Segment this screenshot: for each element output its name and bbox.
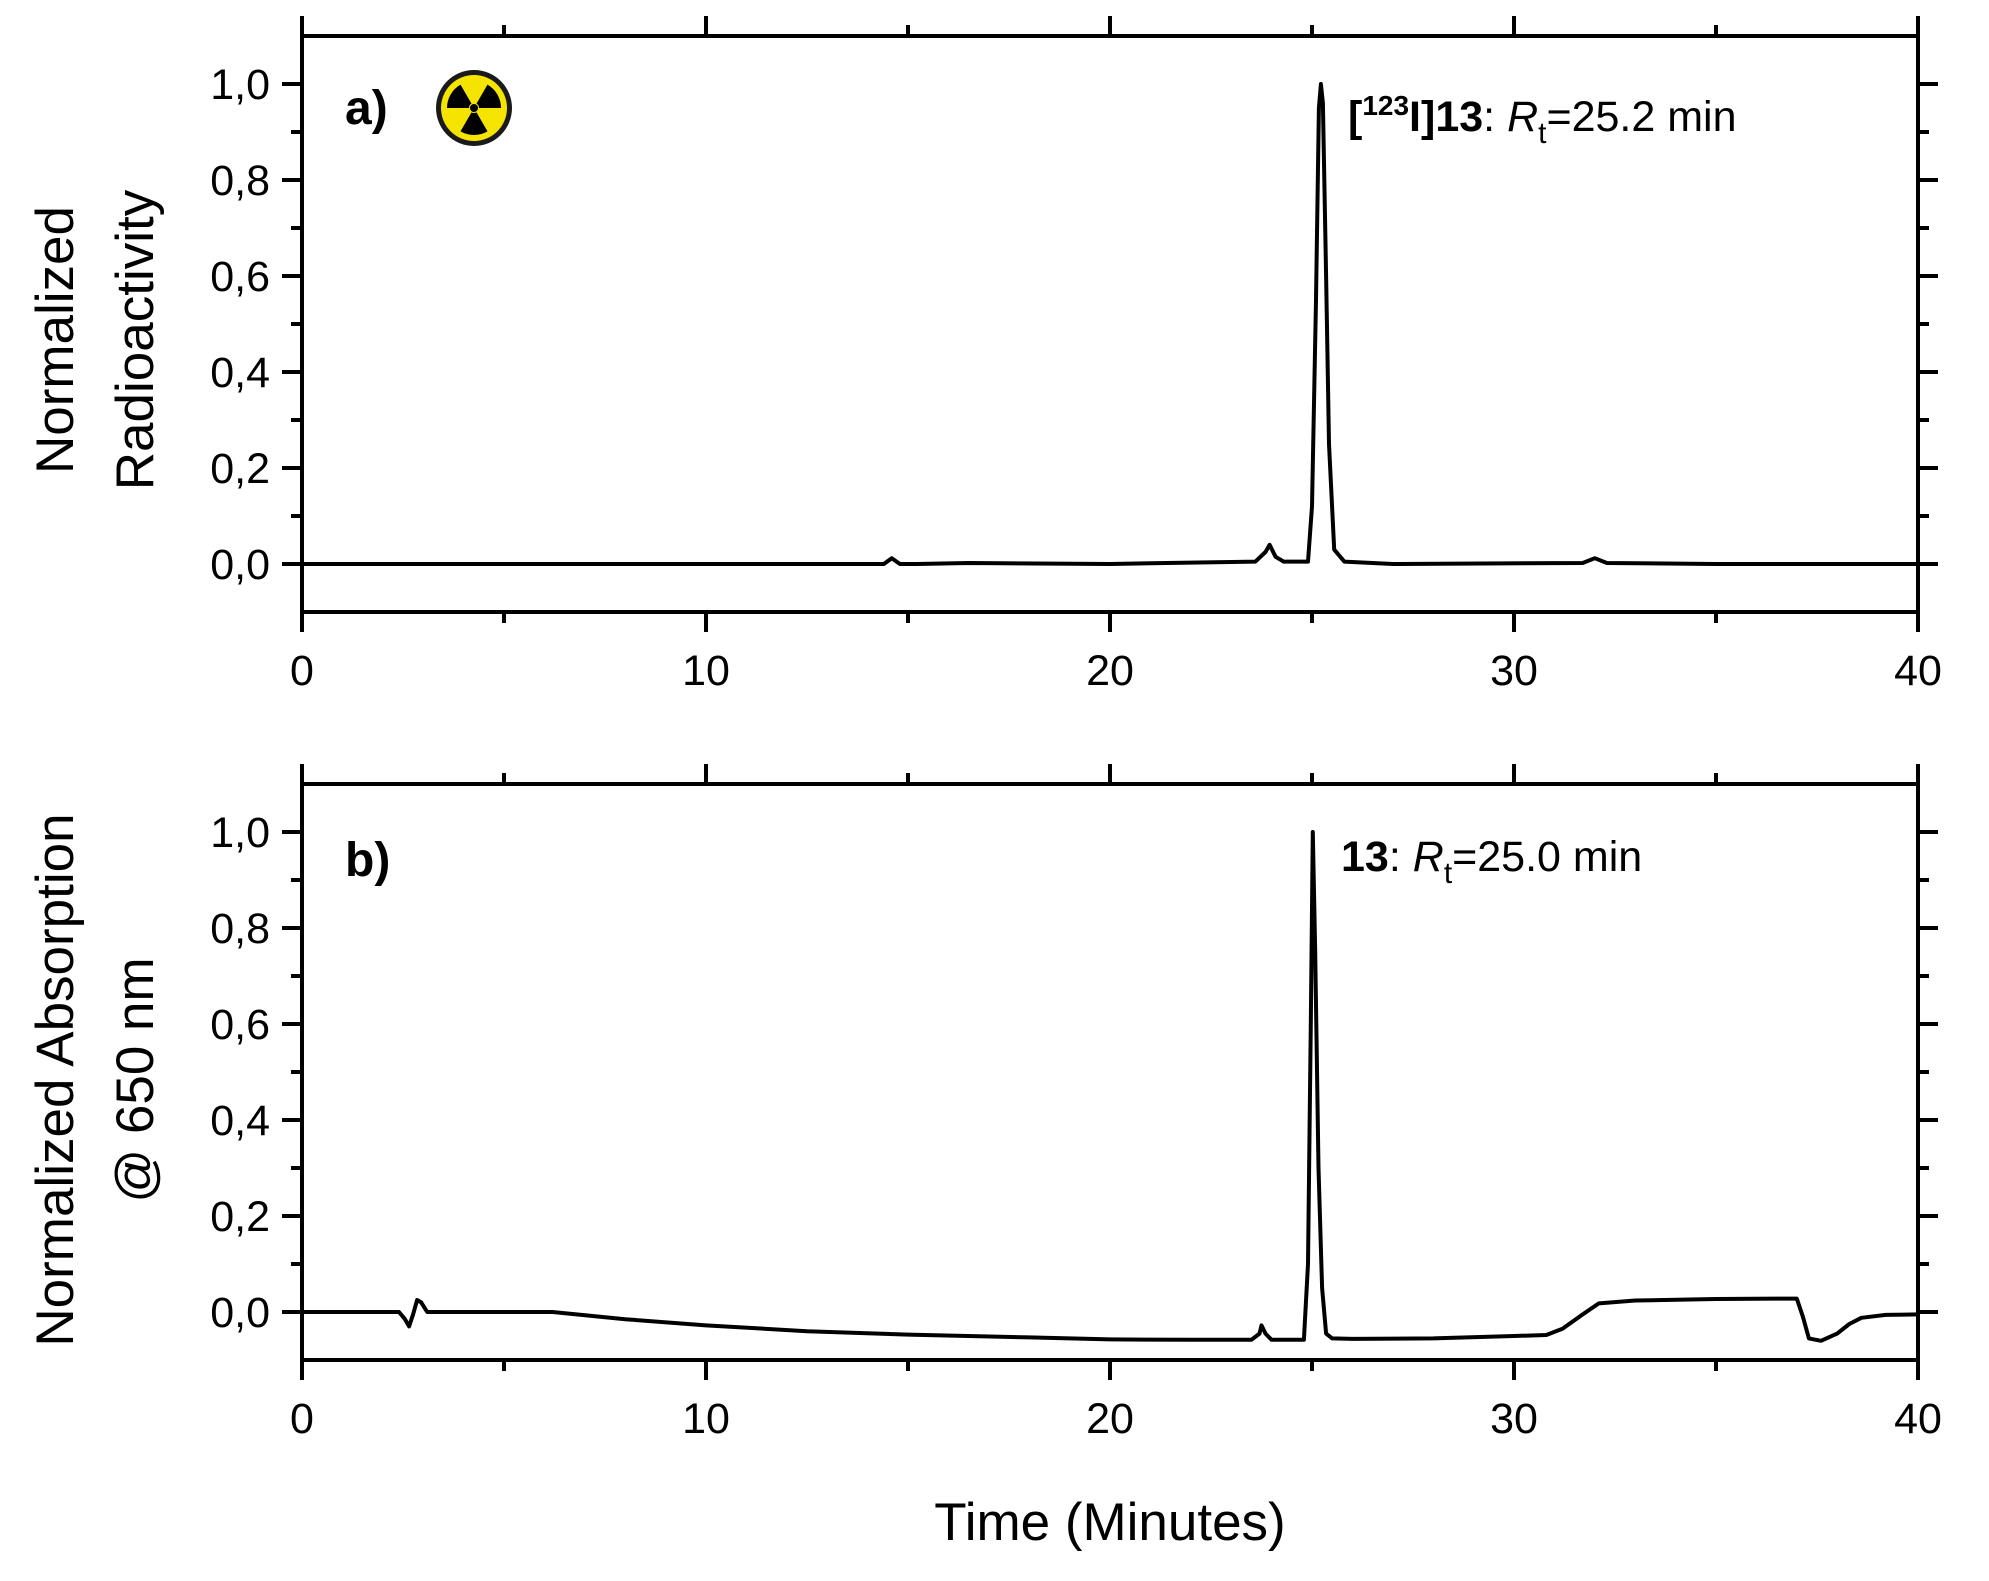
panel-b-y-axis-title: Normalized Absorption @ 650 nm: [26, 813, 165, 1346]
panel-b-y-tick-label: 0,2: [210, 1193, 270, 1241]
panel-b-y-tick-label: 0,6: [210, 1001, 270, 1049]
panel-a-y-axis-title: Normalized Radioactivity: [26, 189, 165, 490]
panel-b-y-tick-label: 0,0: [210, 1289, 270, 1337]
panel-a-label: a): [345, 82, 388, 135]
panel-b-y-axis-title-line-2: @ 650 nm: [106, 957, 165, 1202]
panel-a-x-tick-label: 40: [1894, 647, 1942, 695]
panel-b-x-tick-label: 0: [290, 1395, 314, 1443]
panel-b-plot-frame: [300, 782, 1920, 1362]
panel-b-y-tick-label: 1,0: [210, 809, 270, 857]
panel-a-peak-annotation: [123I]13: Rt=25.2 min: [1348, 90, 1737, 150]
panel-b-x-tick-label: 10: [682, 1395, 730, 1443]
panel-b-x-tick-label: 20: [1086, 1395, 1134, 1443]
panel-a-y-tick-label: 0,6: [210, 253, 270, 301]
panel-a-y-tick-label: 0,2: [210, 445, 270, 493]
panel-b-chromatogram-line: [302, 830, 1919, 1343]
panel-a-x-tick-label: 30: [1490, 647, 1538, 695]
panel-a-x-tick-label: 0: [290, 647, 314, 695]
panel-a-x-tick-label: 10: [682, 647, 730, 695]
panel-b-y-axis-title-line-1: Normalized Absorption: [26, 813, 85, 1346]
panel-a-y-axis-title-line-2: Radioactivity: [106, 189, 165, 490]
panel-a-chromatogram-line: [302, 82, 1918, 566]
radiation-hazard-icon: [436, 70, 512, 146]
panel-a-y-axis-title-line-1: Normalized: [26, 206, 85, 474]
panel-b-y-tick-label: 0,4: [210, 1097, 270, 1145]
panel-b-x-tick-label: 30: [1490, 1395, 1538, 1443]
panel-b-peak-annotation: 13: Rt=25.0 min: [1341, 833, 1642, 890]
panel-a-y-tick-label: 0,0: [210, 541, 270, 589]
panel-a-axes: 0 10 20 30 40 0,0 0,2 0,4 0,6 0,8 1,0: [210, 16, 1942, 695]
panel-a-x-tick-label: 20: [1086, 647, 1134, 695]
panel-b-axes: 0 10 20 30 40 0,0 0,2 0,4 0,6 0,8 1,0: [210, 764, 1942, 1443]
panel-a-y-tick-label: 0,8: [210, 157, 270, 205]
panel-b-y-tick-label: 0,8: [210, 905, 270, 953]
panel-b-x-tick-label: 40: [1894, 1395, 1942, 1443]
panel-b-absorption: Normalized Absorption @ 650 nm 0 10 20 30 40…: [26, 764, 1942, 1552]
panel-a-y-tick-label: 1,0: [210, 61, 270, 109]
x-axis-title: Time (Minutes): [934, 1493, 1285, 1552]
panel-b-label: b): [345, 834, 390, 887]
panel-a-radioactivity: Normalized Radioactivity 0 10 20 30 40 0,0 0,2…: [26, 16, 1942, 695]
panel-a-y-tick-label: 0,4: [210, 349, 270, 397]
